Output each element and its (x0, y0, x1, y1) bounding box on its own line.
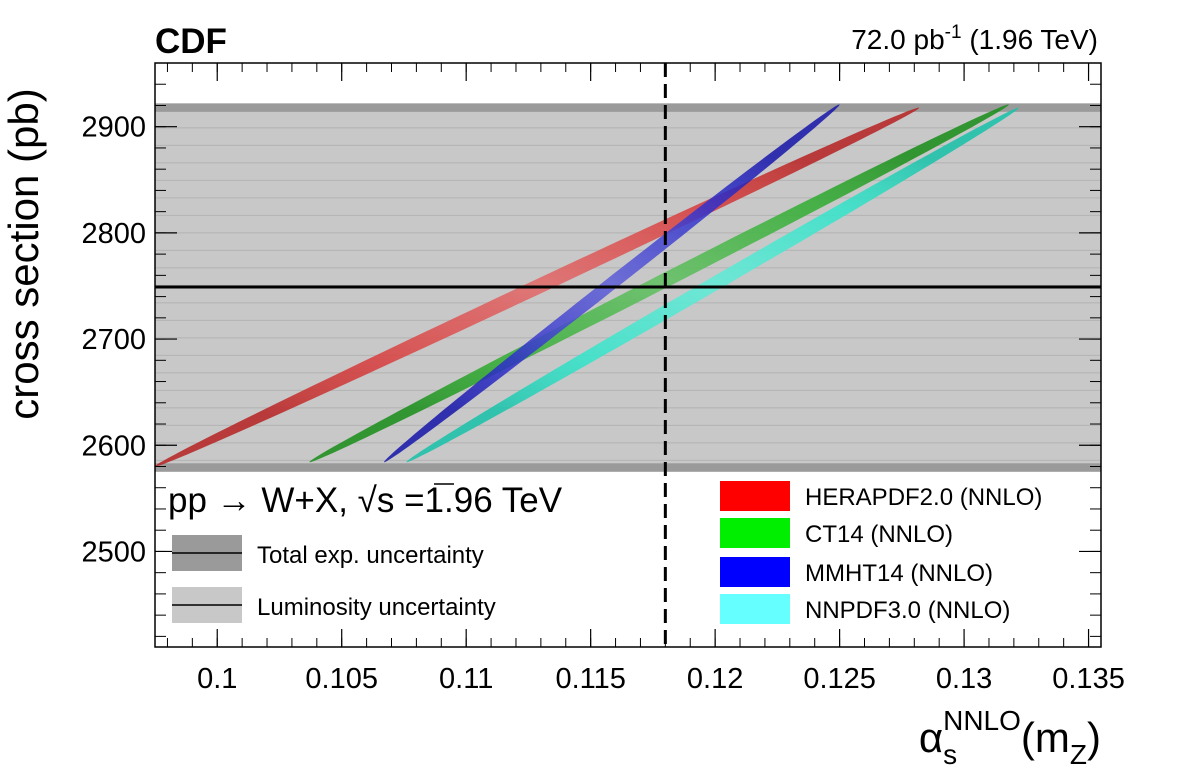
y-tick-label: 2600 (81, 430, 146, 462)
y-tick-label: 2700 (81, 324, 146, 356)
x-tick-label: 0.105 (305, 663, 378, 695)
x-tick-label: 0.125 (803, 663, 876, 695)
pdf-legend: HERAPDF2.0 (NNLO) CT14 (NNLO) MMHT14 (NN… (720, 481, 1042, 624)
x-axis-ticks: 0.1 0.105 0.11 0.115 0.12 0.125 0.13 0.135 (166, 63, 1125, 695)
x-tick-label: 0.115 (555, 663, 625, 695)
legend-swatch-nnpdf (720, 594, 790, 624)
ellipse-mmht14 (384, 104, 840, 463)
band-legend: Total exp. uncertainty Luminosity uncert… (172, 535, 496, 623)
x-tick-label: 0.12 (687, 663, 743, 695)
process-label: pp → W+X, √s =1.96 TeV (168, 481, 563, 520)
x-tick-label: 0.13 (936, 663, 992, 695)
legend-swatch-ct14 (720, 518, 790, 548)
legend-label-mmht14: MMHT14 (NNLO) (805, 560, 993, 587)
lumi-label: 72.0 pb-1 (1.96 TeV) (851, 22, 1098, 55)
ellipse-ct14-shine (309, 104, 1009, 463)
plot-frame (154, 62, 1102, 648)
ellipse-nnpdf (406, 107, 1019, 463)
legend-item-herapdf: HERAPDF2.0 (NNLO) (720, 481, 1042, 511)
legend-swatch-herapdf (720, 481, 790, 511)
y-tick-label: 2500 (81, 536, 146, 568)
y-axis-label: cross section (pb) (0, 88, 47, 419)
legend-label-nnpdf: NNPDF3.0 (NNLO) (805, 597, 1010, 624)
x-tick-label: 0.11 (439, 663, 493, 695)
legend-label-herapdf: HERAPDF2.0 (NNLO) (805, 484, 1042, 511)
x-tick-label: 0.1 (197, 663, 237, 695)
legend-item-nnpdf: NNPDF3.0 (NNLO) (720, 594, 1010, 624)
legend-item-ct14: CT14 (NNLO) (720, 518, 953, 548)
legend-item-total: Total exp. uncertainty (172, 535, 484, 571)
ellipse-mmht14-shine (384, 104, 840, 463)
y-tick-label: 2800 (81, 218, 146, 250)
y-axis-ticks: 2500 2600 2700 2800 2900 (81, 62, 1101, 637)
legend-label-lumi: Luminosity uncertainty (257, 594, 496, 621)
legend-item-mmht14: MMHT14 (NNLO) (720, 557, 993, 587)
legend-item-lumi: Luminosity uncertainty (172, 587, 496, 623)
ellipse-ct14 (309, 104, 1009, 463)
sqrt-s-label: √s (358, 481, 395, 520)
legend-label-total: Total exp. uncertainty (257, 542, 484, 569)
x-axis-label: αsNNLO(mZ) (919, 705, 1101, 770)
y-tick-label: 2900 (81, 112, 146, 144)
legend-swatch-mmht14 (720, 557, 790, 587)
legend-label-ct14: CT14 (NNLO) (805, 521, 953, 548)
ellipse-nnpdf-shine (406, 107, 1019, 463)
experiment-label: CDF (155, 22, 227, 61)
x-tick-label: 0.135 (1052, 663, 1125, 695)
